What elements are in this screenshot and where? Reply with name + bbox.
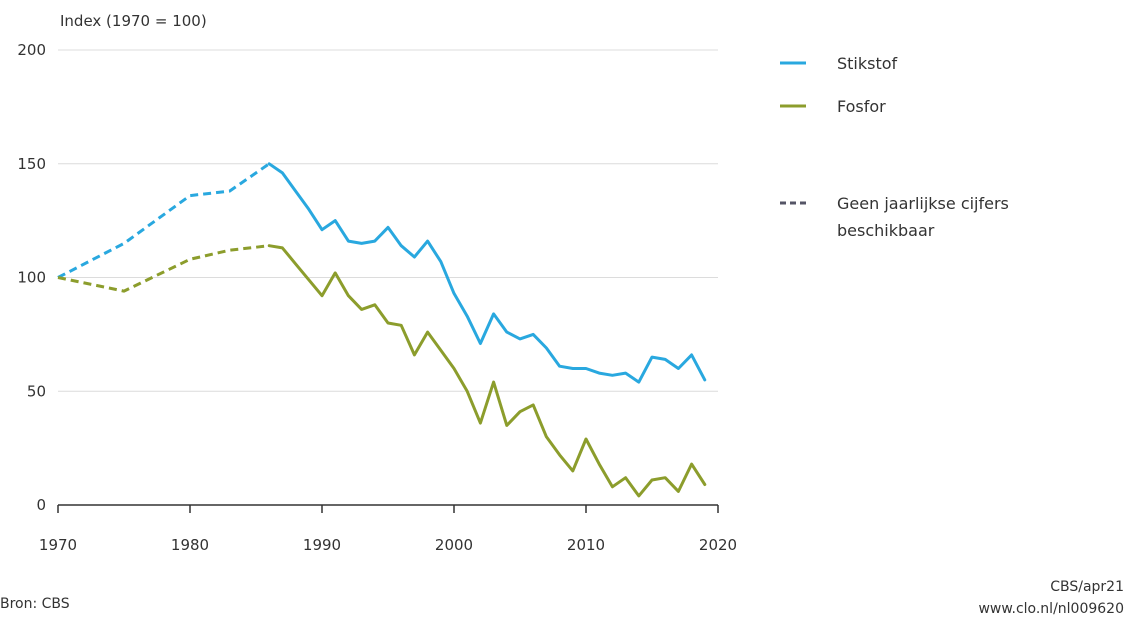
source-note: Bron: CBS (0, 596, 70, 612)
y-tick-label-150: 150 (17, 155, 46, 173)
legend-label-dashed-line1: Geen jaarlijkse cijfers (837, 194, 1009, 213)
credit-note: CBS/apr21 www.clo.nl/nl009620 (978, 576, 1124, 620)
series-line-stikstof-estimated (57, 162, 271, 279)
y-axis-label: Index (1970 = 100) (60, 12, 207, 30)
legend-label-stikstof: Stikstof (837, 54, 898, 73)
y-tick-label-100: 100 (17, 269, 46, 287)
series-line-fosfor-estimated (57, 244, 270, 293)
gridlines (58, 49, 718, 392)
series-line-fosfor (267, 244, 707, 498)
x-tick-label-2010: 2010 (567, 536, 605, 554)
y-tick-labels: 0 50 100 150 200 (17, 41, 46, 514)
y-tick-label-0: 0 (36, 496, 46, 514)
credit-line-2: www.clo.nl/nl009620 (978, 601, 1124, 617)
x-tick-label-1990: 1990 (303, 536, 341, 554)
credit-line-1: CBS/apr21 (1050, 579, 1124, 595)
series-lines (57, 162, 707, 498)
x-tick-label-1970: 1970 (39, 536, 77, 554)
x-tick-label-1980: 1980 (171, 536, 209, 554)
x-tick-label-2020: 2020 (699, 536, 737, 554)
y-tick-label-50: 50 (27, 382, 46, 400)
legend: Stikstof Fosfor Geen jaarlijkse cijfers … (780, 54, 1009, 240)
legend-label-fosfor: Fosfor (837, 97, 886, 116)
y-tick-label-200: 200 (17, 41, 46, 59)
x-tick-label-2000: 2000 (435, 536, 473, 554)
legend-label-dashed-line2: beschikbaar (837, 221, 935, 240)
x-axis: 1970 1980 1990 2000 2010 2020 (39, 504, 737, 554)
series-line-stikstof (267, 162, 707, 384)
